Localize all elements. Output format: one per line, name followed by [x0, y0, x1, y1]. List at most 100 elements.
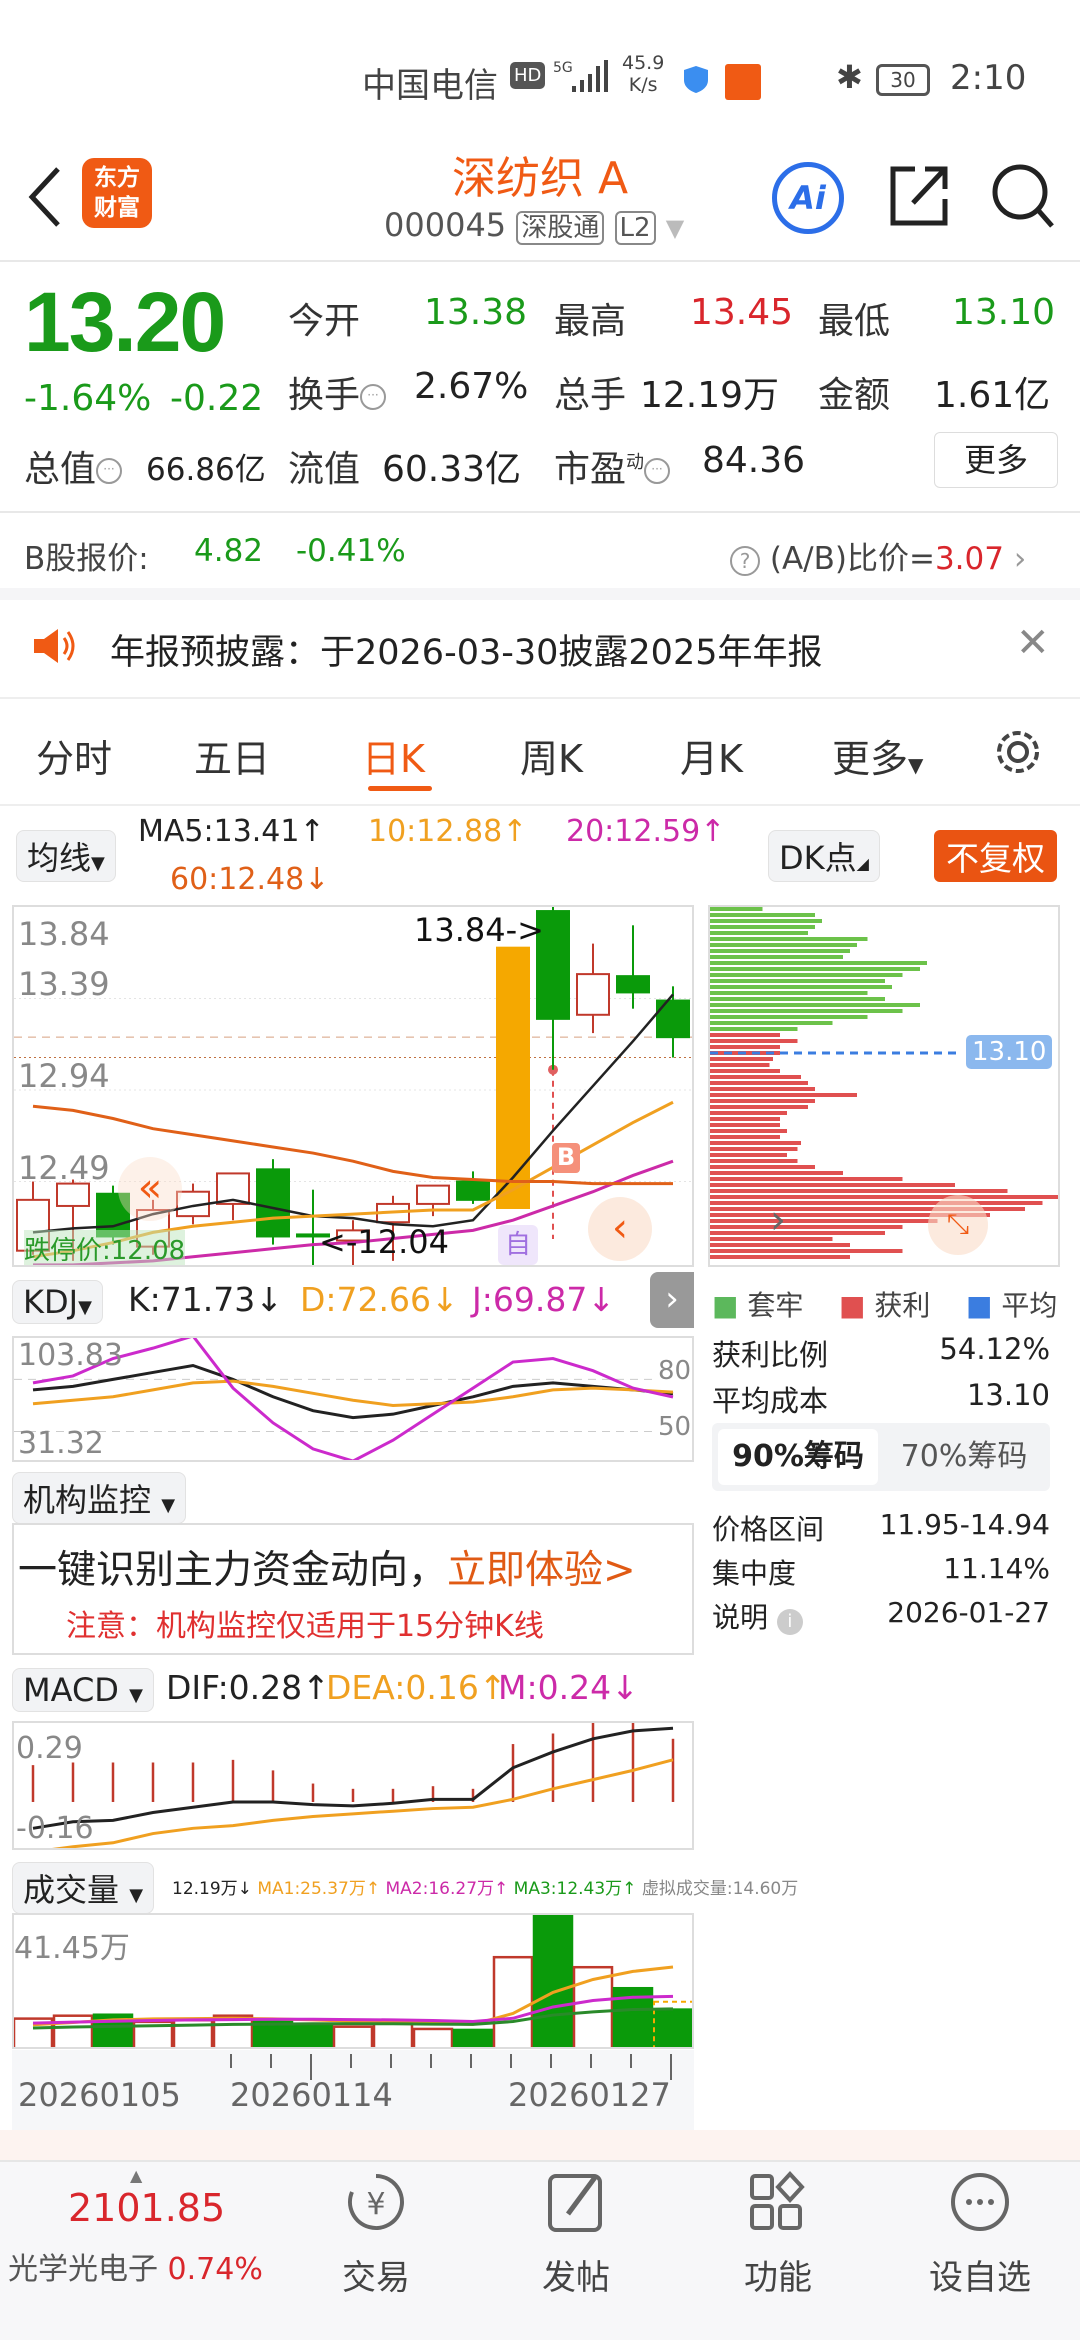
self-select-marker[interactable]: 自 [498, 1225, 538, 1265]
svg-text:¥: ¥ [366, 2187, 385, 2222]
dk-point-selector[interactable]: DK点◢ [768, 830, 880, 882]
more-circle-icon [951, 2173, 1009, 2231]
bshare-pct: -0.41% [296, 533, 406, 569]
dea-value: DEA:0.16↑ [326, 1668, 507, 1707]
stock-title[interactable]: 深纺织 A [451, 153, 629, 204]
change-pct: -1.64% [24, 378, 152, 419]
scroll-far-left-icon[interactable]: « [118, 1157, 182, 1221]
chip-bar-trapped [710, 955, 843, 959]
float-label: 流值 [288, 449, 361, 490]
tab-intraday[interactable]: 分时 [36, 737, 113, 781]
tab-monthly-k[interactable]: 月K [680, 737, 743, 781]
vol-ma2-line [32, 1994, 674, 2025]
tab-daily-k[interactable]: 日K [362, 737, 425, 781]
trade-icon: ¥ [348, 2174, 404, 2230]
tab-weekly-k[interactable]: 周K [520, 737, 583, 781]
candle [336, 1229, 370, 1242]
chip-bar-profit [710, 1069, 780, 1073]
note-label[interactable]: 说明 i [712, 1596, 803, 1636]
ma-line-ma5 [32, 993, 674, 1234]
more-button[interactable]: 更多 [934, 432, 1058, 488]
chip-bar-trapped [710, 961, 927, 965]
inst-monitor-selector[interactable]: 机构监控 ▼ [12, 1472, 187, 1524]
kdj-selector[interactable]: KDJ▼ [12, 1280, 103, 1324]
chip-bar-profit [710, 1249, 903, 1253]
turnover-label[interactable]: 换手 ··· [288, 366, 387, 418]
volume-value: 12.19万 [640, 375, 780, 416]
notice-text[interactable]: 年报预披露：于2026-03-30披露2025年年报 [110, 633, 823, 673]
macd-selector[interactable]: MACD ▼ [12, 1668, 154, 1712]
ma-selector[interactable]: 均线▼ [16, 830, 116, 882]
ai-button[interactable]: Ai [772, 162, 844, 234]
chip-bar-profit [710, 1177, 903, 1181]
scroll-left-icon[interactable]: ‹ [588, 1197, 652, 1261]
y-tick-label: 41.45万 [14, 1931, 130, 1966]
chip-bar-trapped [710, 1003, 920, 1007]
bluetooth-icon: ✱ [836, 58, 863, 96]
tab-five-day[interactable]: 五日 [194, 737, 271, 781]
kline-chart[interactable]: 13.84 13.39 12.94 12.49 13.84-> <-12.04 … [12, 905, 694, 1267]
mktcap-label[interactable]: 总值 ··· [24, 440, 123, 492]
avg-cost-value: 13.10 [966, 1378, 1050, 1412]
nav-trade[interactable]: ¥ 交易 [306, 2170, 446, 2299]
macd-chart[interactable]: 0.29 -0.16 [12, 1721, 694, 1850]
high-label: 最高 [554, 301, 627, 342]
expand-panel-button[interactable]: › [650, 1272, 694, 1328]
chip-bar-trapped [710, 913, 815, 917]
adjust-mode-button[interactable]: 不复权 [934, 830, 1057, 882]
nav-post[interactable]: 发帖 [506, 2170, 646, 2299]
ab-ratio[interactable]: ? (A/B)比价=3.07 › [730, 533, 1026, 578]
pe-label[interactable]: 市盈动 ··· [554, 440, 671, 492]
kdj-chart[interactable]: 103.83 31.32 80 50 [12, 1336, 694, 1462]
share-icon[interactable] [887, 163, 951, 229]
candle [56, 1182, 90, 1207]
dif-line [32, 1726, 674, 1830]
level2-badge: L2 [614, 211, 656, 245]
chip-bar-trapped [710, 991, 868, 995]
volume-bar [412, 2027, 454, 2047]
limit-down-label: 跌停价:12.08 [24, 1230, 186, 1265]
ma-line-ma60 [32, 1104, 673, 1186]
stock-code-row[interactable]: 000045 深股通 L2 ▼ [384, 206, 684, 245]
try-now-link[interactable]: 立即体验> [447, 1548, 636, 1593]
volume-selector[interactable]: 成交量 ▼ [12, 1862, 155, 1914]
expand-icon[interactable]: ⤡ [928, 1195, 988, 1255]
chevron-right-icon[interactable]: › [770, 1197, 786, 1243]
edit-icon [548, 2174, 602, 2232]
close-icon[interactable]: ✕ [1016, 620, 1050, 666]
tab-70-chip[interactable]: 70%筹码 [900, 1439, 1028, 1474]
settings-icon[interactable] [992, 726, 1044, 778]
chip-bar-trapped [710, 973, 903, 977]
nav-add-watchlist[interactable]: 设自选 [910, 2170, 1050, 2299]
carrier: 中国电信 [362, 66, 498, 106]
candle [496, 946, 530, 1209]
back-icon[interactable] [24, 165, 64, 229]
nav-functions[interactable]: 功能 [708, 2170, 848, 2299]
chip-bar-profit [710, 1075, 801, 1079]
search-icon[interactable] [990, 160, 1056, 232]
candle [96, 1192, 130, 1238]
buy-marker[interactable]: B [552, 1143, 580, 1173]
chip-bar-trapped [710, 997, 885, 1001]
ref-line-label: 80 [658, 1356, 692, 1386]
sector-index[interactable]: 光学光电子 0.74% [8, 2252, 263, 2287]
chip-bar-profit [710, 1201, 1043, 1205]
vol-ma3-line [32, 2007, 674, 2030]
info-icon: ··· [360, 384, 387, 410]
chip-bar-trapped [710, 985, 892, 989]
chip-bar-profit [710, 1195, 1058, 1199]
low-value: 13.10 [952, 292, 1056, 333]
tab-90-chip[interactable]: 90%筹码 [718, 1429, 878, 1485]
inst-monitor-promo[interactable]: 一键识别主力资金动向，立即体验> 注意：机构监控仅适用于15分钟K线 [12, 1523, 694, 1655]
sector-index-value[interactable]: 2101.85 [68, 2186, 226, 2230]
chip-bar-profit [710, 1117, 780, 1121]
chip-bar-trapped [710, 1027, 798, 1031]
chip-distribution-chart[interactable]: 13.10 › ⤡ [708, 905, 1060, 1267]
mktcap-value: 66.86亿 [146, 452, 266, 488]
expand-up-icon[interactable]: ▲ [130, 2166, 143, 2185]
candle [576, 973, 610, 1016]
app-notification-icon [725, 64, 761, 100]
volume-chart[interactable]: 41.45万 [12, 1913, 694, 2049]
chip-bar-profit [710, 1045, 780, 1049]
tab-more[interactable]: 更多▼ [832, 737, 924, 781]
